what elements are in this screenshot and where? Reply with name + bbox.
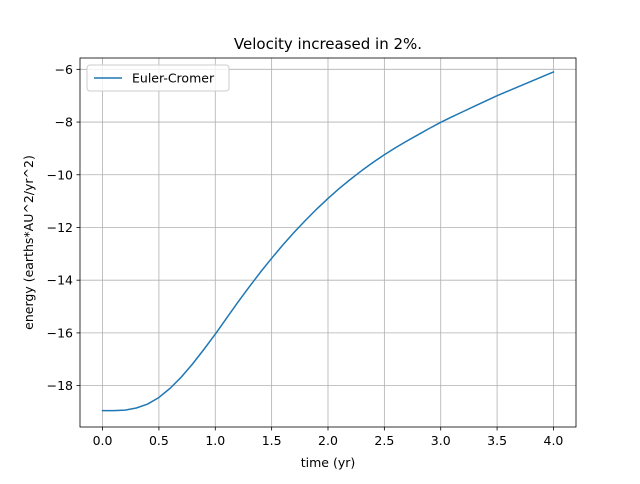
legend-box <box>86 64 230 92</box>
x-tick-label: 1.0 <box>205 433 225 448</box>
y-tick-label: −14 <box>47 273 73 288</box>
x-tick-label: 1.5 <box>262 433 282 448</box>
legend: Euler-Cromer <box>86 64 230 92</box>
x-axis-label: time (yr) <box>301 455 356 470</box>
y-tick-label: −6 <box>55 62 73 77</box>
chart-title: Velocity increased in 2%. <box>234 35 422 53</box>
y-tick-label: −8 <box>55 115 73 130</box>
x-tick-label: 2.0 <box>318 433 338 448</box>
x-tick-label: 3.0 <box>431 433 451 448</box>
x-tick-label: 4.0 <box>544 433 564 448</box>
y-axis-label: energy (earths*AU^2/yr^2) <box>21 155 36 330</box>
legend-label: Euler-Cromer <box>132 71 215 86</box>
y-tick-label: −16 <box>47 325 73 340</box>
series-lines <box>101 70 555 412</box>
y-tick-label: −10 <box>47 167 73 182</box>
y-tick-label: −18 <box>47 378 73 393</box>
series-line-euler-cromer <box>101 70 555 412</box>
ticks: 0.0 0.5 1.0 1.5 2.0 2.5 3.0 3.5 4.0 −18 −16 −14 −12 −… <box>47 62 564 448</box>
x-tick-label: 3.5 <box>487 433 507 448</box>
x-tick-label: 2.5 <box>374 433 394 448</box>
grid <box>80 58 576 427</box>
x-tick-label: 0.5 <box>149 433 169 448</box>
x-tick-label: 0.0 <box>93 433 113 448</box>
y-tick-label: −12 <box>47 220 73 235</box>
